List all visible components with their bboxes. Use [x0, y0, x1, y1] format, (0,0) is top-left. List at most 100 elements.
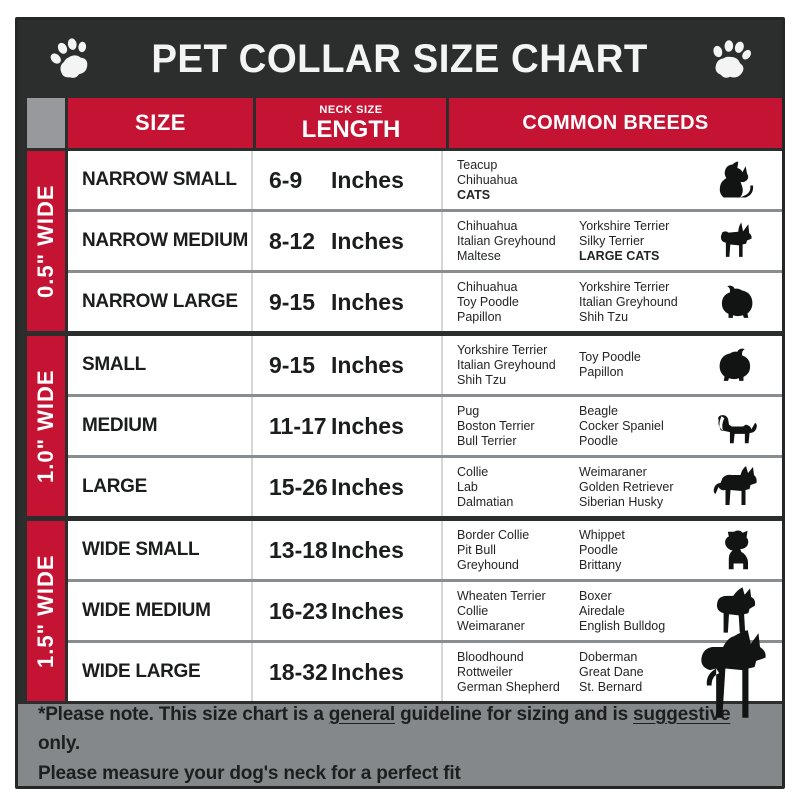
length-cell: 11-17 Inches — [253, 397, 443, 455]
breed-name: Italian Greyhound — [579, 294, 678, 309]
table-row: MEDIUM 11-17 Inches Pug Boston Terrier B… — [68, 397, 782, 455]
length-cell: 15-26 Inches — [253, 458, 443, 516]
note-line-2: Please measure your dog's neck for a per… — [38, 762, 461, 784]
size-cell: WIDE LARGE — [68, 643, 253, 701]
breed-name: Great Dane — [579, 664, 644, 679]
breed-name: Poodle — [579, 433, 618, 448]
breed-name: Poodle — [579, 542, 618, 557]
breed-name: Bloodhound — [457, 649, 524, 664]
length-cell: 18-32 Inches — [253, 643, 443, 701]
table-row: NARROW MEDIUM 8-12 Inches Chihuahua Ital… — [68, 212, 782, 270]
page-title: PET COLLAR SIZE CHART — [151, 36, 649, 81]
column-header-length: NECK SIZE LENGTH — [256, 98, 446, 148]
neck-size-label: NECK SIZE — [319, 103, 383, 116]
column-header-breeds: COMMON BREEDS — [449, 98, 782, 148]
breed-name: Collie — [457, 464, 489, 479]
breed-name: Maltese — [457, 248, 501, 263]
table-row: WIDE SMALL 13-18 Inches Border Collie Pi… — [68, 521, 782, 579]
breed-name: Dalmatian — [457, 494, 514, 509]
breed-name: Pit Bull — [457, 542, 496, 557]
breed-name: Shih Tzu — [457, 372, 507, 387]
width-group-label: 1.5" WIDE — [27, 521, 65, 701]
footer-note: *Please note. This size chart is a gener… — [18, 704, 782, 786]
width-group-10: 1.0" WIDE SMALL 9-15 Inches Yorkshire Te… — [27, 336, 782, 516]
breed-name: Brittany — [579, 557, 622, 572]
length-cell: 8-12 Inches — [253, 212, 443, 270]
breed-name: Weimaraner — [579, 464, 647, 479]
breeds-cell: Chihuahua Italian Greyhound Maltese York… — [443, 212, 782, 270]
size-cell: SMALL — [68, 336, 253, 394]
breed-name: German Shepherd — [457, 679, 560, 694]
table-row: SMALL 9-15 Inches Yorkshire Terrier Ital… — [68, 336, 782, 394]
table-row: WIDE MEDIUM 16-23 Inches Wheaten Terrier… — [68, 582, 782, 640]
size-cell: WIDE SMALL — [68, 521, 253, 579]
table-body: 0.5" WIDE NARROW SMALL 6-9 Inches Teacup… — [18, 151, 782, 718]
breed-name: Cocker Spaniel — [579, 418, 664, 433]
breed-name: Pug — [457, 403, 480, 418]
breeds-cell: Yorkshire Terrier Italian Greyhound Shih… — [443, 336, 782, 394]
breed-name: Italian Greyhound — [457, 357, 556, 372]
width-group-label: 1.0" WIDE — [27, 336, 65, 516]
breeds-cell: Border Collie Pit Bull Greyhound Whippet… — [443, 521, 782, 579]
paw-icon — [50, 38, 88, 78]
breed-name: Weimaraner — [457, 618, 525, 633]
breed-name: Papillon — [457, 309, 502, 324]
breed-name: Boston Terrier — [457, 418, 535, 433]
breeds-cell: Bloodhound Rottweiler German Shepherd Do… — [443, 630, 782, 718]
size-chart-sheet: PET COLLAR SIZE CHART SIZE NECK SIZE LEN… — [15, 17, 785, 789]
size-cell: NARROW LARGE — [68, 273, 253, 331]
breed-name: Airedale — [579, 603, 625, 618]
breed-name: Teacup — [457, 157, 498, 172]
breed-name: Chihuahua — [457, 172, 518, 187]
breed-name: LARGE CATS — [579, 248, 660, 263]
common-breeds-label: COMMON BREEDS — [522, 112, 709, 134]
table-row: NARROW SMALL 6-9 Inches Teacup Chihuahua… — [68, 151, 782, 209]
breed-name: Silky Terrier — [579, 233, 645, 248]
title-bar: PET COLLAR SIZE CHART — [18, 20, 782, 98]
bulldog-icon — [716, 587, 756, 633]
paw-icon — [713, 40, 752, 78]
pitbull-icon — [725, 530, 749, 570]
length-cell: 13-18 Inches — [253, 521, 443, 579]
breed-name: CATS — [457, 187, 491, 202]
size-cell: NARROW SMALL — [68, 151, 253, 209]
size-cell: MEDIUM — [68, 397, 253, 455]
note-line-1: *Please note. This size chart is a gener… — [38, 703, 731, 755]
doberman-icon — [701, 630, 766, 718]
size-cell: LARGE — [68, 458, 253, 516]
column-header-size: SIZE — [68, 98, 253, 148]
breed-name: Yorkshire Terrier — [579, 279, 670, 294]
width-group-05: 0.5" WIDE NARROW SMALL 6-9 Inches Teacup… — [27, 151, 782, 331]
breed-name: Toy Poodle — [457, 294, 519, 309]
header-corner-square — [27, 98, 65, 148]
length-cell: 9-15 Inches — [253, 273, 443, 331]
shepherd-icon — [713, 466, 757, 505]
size-column-label: SIZE — [135, 110, 186, 135]
breed-name: Boxer — [579, 588, 612, 603]
breed-name: Greyhound — [457, 557, 519, 572]
breed-name: English Bulldog — [579, 618, 666, 633]
column-header-row: SIZE NECK SIZE LENGTH COMMON BREEDS — [18, 98, 782, 148]
cat-icon — [719, 161, 754, 198]
breeds-cell: Collie Lab Dalmatian Weimaraner Golden R… — [443, 458, 782, 516]
breed-name: Chihuahua — [457, 218, 518, 233]
breed-name: Chihuahua — [457, 279, 518, 294]
breed-name: Doberman — [579, 649, 638, 664]
underlined-word: general — [328, 703, 395, 725]
breed-name: Papillon — [579, 365, 624, 379]
width-group-label: 0.5" WIDE — [27, 151, 65, 331]
breed-name: Shih Tzu — [579, 309, 629, 324]
breed-name: Bull Terrier — [457, 433, 517, 448]
breed-name: Siberian Husky — [579, 494, 664, 509]
length-cell: 9-15 Inches — [253, 336, 443, 394]
pekingese-icon — [719, 348, 751, 381]
chihuahua-icon — [720, 222, 752, 257]
length-cell: 16-23 Inches — [253, 582, 443, 640]
breed-name: Rottweiler — [457, 664, 513, 679]
breeds-cell: Wheaten Terrier Collie Weimaraner Boxer … — [443, 582, 782, 640]
breed-name: Lab — [457, 479, 478, 494]
width-group-15: 1.5" WIDE WIDE SMALL 13-18 Inches Border… — [27, 521, 782, 718]
breed-name: Border Collie — [457, 527, 530, 542]
breeds-cell: Pug Boston Terrier Bull Terrier Beagle C… — [443, 397, 782, 455]
breed-name: Yorkshire Terrier — [579, 218, 670, 233]
